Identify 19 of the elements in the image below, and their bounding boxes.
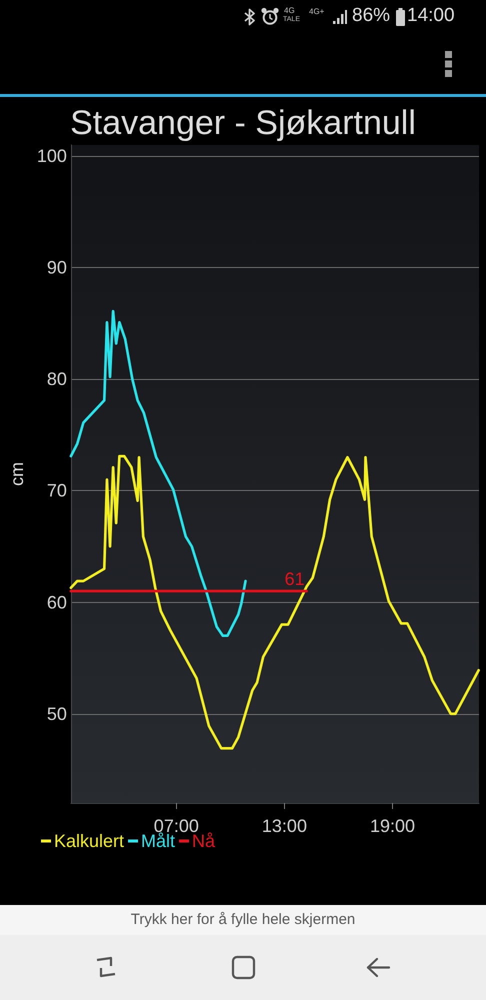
x-tick-label: 13:00 <box>262 816 307 836</box>
y-tick-label: 50 <box>46 704 67 724</box>
y-tick-label: 90 <box>46 258 67 278</box>
line-series <box>70 454 480 750</box>
data-label: 61 <box>284 569 305 590</box>
line-series <box>70 310 247 638</box>
x-tick-label: 19:00 <box>370 816 416 836</box>
text: 4G+ <box>309 7 324 16</box>
y-tick-label: 70 <box>46 480 67 501</box>
legend-label: Kalkulert <box>54 831 124 851</box>
y-axis-title: cm <box>7 462 27 486</box>
y-tick-label: 80 <box>46 369 67 390</box>
chart-title: Stavanger - Sjøkartnull <box>70 104 416 142</box>
y-tick-label: 100 <box>36 146 67 166</box>
y-tick-label: 60 <box>46 592 67 612</box>
text: 4G <box>284 6 295 15</box>
legend-label: Nå <box>192 831 216 851</box>
text: 86% <box>352 5 390 27</box>
text: 14:00 <box>407 5 455 27</box>
